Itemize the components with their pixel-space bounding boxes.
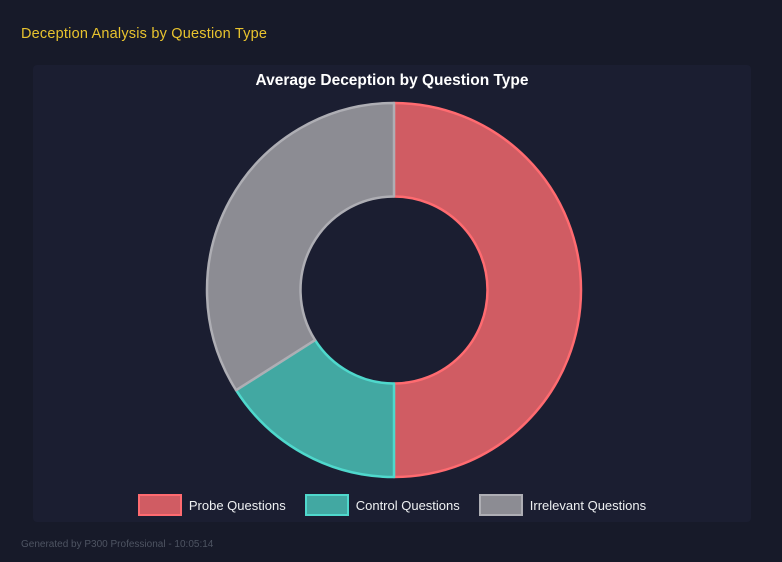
legend-item-irrelevant-questions[interactable]: Irrelevant Questions bbox=[478, 494, 647, 516]
page-title: Deception Analysis by Question Type bbox=[21, 26, 268, 42]
legend-swatch-control-questions bbox=[304, 494, 349, 516]
legend-label-irrelevant-questions: Irrelevant Questions bbox=[529, 497, 647, 513]
legend-swatch-probe-questions bbox=[137, 494, 182, 516]
chart-panel: Average Deception by Question Type Probe… bbox=[33, 65, 751, 522]
slice-irrelevant-questions[interactable] bbox=[205, 101, 396, 392]
legend-item-control-questions[interactable]: Control Questions bbox=[304, 494, 460, 516]
chart-legend: Probe Questions Control Questions Irreleva… bbox=[33, 494, 751, 516]
legend-item-probe-questions[interactable]: Probe Questions bbox=[137, 494, 286, 516]
legend-swatch-irrelevant-questions bbox=[478, 494, 523, 516]
legend-label-probe-questions: Probe Questions bbox=[188, 497, 286, 513]
slice-control-questions[interactable] bbox=[234, 338, 396, 479]
doughnut-chart bbox=[205, 101, 583, 479]
legend-label-control-questions: Control Questions bbox=[355, 497, 460, 513]
slice-probe-questions[interactable] bbox=[392, 101, 583, 479]
chart-title: Average Deception by Question Type bbox=[255, 72, 529, 89]
footer-text: Generated by P300 Professional - 10:05:1… bbox=[21, 539, 214, 550]
